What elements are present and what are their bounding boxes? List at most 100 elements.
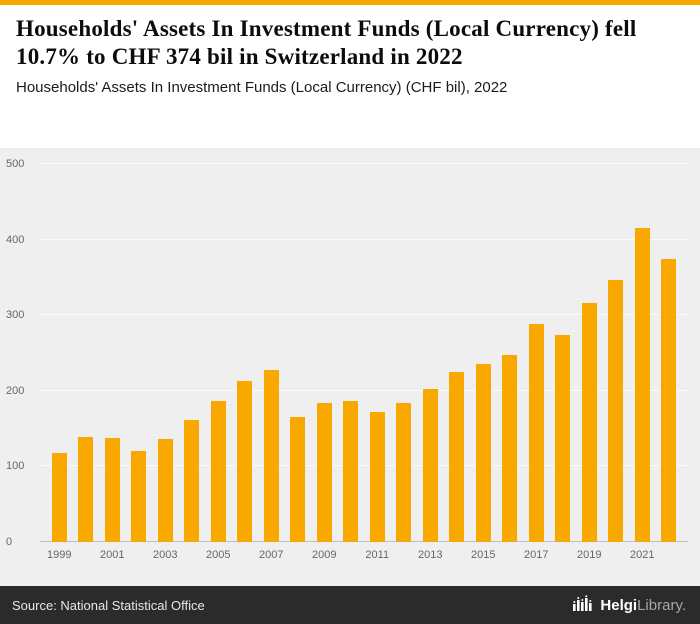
x-tick-label-2006 — [232, 549, 259, 561]
x-axis: 1999 2001 2003 2005 2007 2009 2011 2013 2015 2017… — [40, 549, 688, 561]
bar-rect-2009 — [316, 402, 332, 542]
bar-rect-2013 — [422, 389, 438, 542]
bar-rect-2016 — [502, 354, 518, 542]
bar-rect-2022 — [661, 259, 677, 542]
bar-2009 — [311, 164, 338, 542]
x-tick-label-1999: 1999 — [47, 549, 72, 561]
y-tick-label-0: 0 — [6, 536, 13, 548]
bar-2008 — [285, 164, 312, 542]
bar-2004 — [179, 164, 206, 542]
bar-rect-2000 — [78, 436, 94, 542]
bar-2013 — [417, 164, 444, 542]
bar-2015 — [470, 164, 497, 542]
x-tick-label-2007: 2007 — [259, 549, 284, 561]
bar-rect-2003 — [157, 439, 173, 542]
x-tick-label-2004 — [179, 549, 206, 561]
bar-2019 — [576, 164, 603, 542]
bar-rect-2021 — [634, 227, 650, 542]
y-tick-label-300: 300 — [6, 309, 25, 322]
bar-2005 — [205, 164, 232, 542]
source-text: Source: National Statistical Office — [12, 597, 205, 613]
bar-rect-2005 — [210, 400, 226, 542]
bar-2010 — [338, 164, 365, 542]
accent-top-strip — [0, 0, 700, 5]
bar-2018 — [550, 164, 577, 542]
gridline-400 — [40, 238, 688, 240]
bar-2000 — [73, 164, 100, 542]
bar-rect-2010 — [343, 400, 359, 542]
logo-text: HelgiLibrary. — [600, 597, 686, 614]
bar-2003 — [152, 164, 179, 542]
x-tick-label-2019: 2019 — [577, 549, 602, 561]
gridline-100 — [40, 465, 688, 467]
bar-rect-2020 — [608, 279, 624, 542]
bar-1999 — [46, 164, 73, 542]
x-tick-label-2012 — [391, 549, 418, 561]
bar-2011 — [364, 164, 391, 542]
x-tick-label-2003: 2003 — [153, 549, 178, 561]
bar-2016 — [497, 164, 524, 542]
y-tick-label-400: 400 — [6, 233, 25, 246]
bar-rect-2007 — [263, 370, 279, 542]
bar-rect-2014 — [449, 371, 465, 542]
bar-2021 — [629, 164, 656, 542]
bar-2012 — [391, 164, 418, 542]
gridline-200 — [40, 389, 688, 391]
footer-bar: Source: National Statistical Office Helg… — [0, 586, 700, 624]
bar-2020 — [603, 164, 630, 542]
bar-rect-2004 — [184, 419, 200, 542]
bar-rect-2019 — [581, 303, 597, 542]
page-title: Households' Assets In Investment Funds (… — [16, 16, 637, 70]
x-tick-label-2013: 2013 — [418, 549, 443, 561]
page-subtitle: Households' Assets In Investment Funds (… — [16, 79, 508, 97]
x-tick-label-2009: 2009 — [312, 549, 337, 561]
gridline-500 — [40, 163, 688, 164]
bar-rect-2018 — [555, 334, 571, 542]
bar-2006 — [232, 164, 259, 542]
x-tick-label-2021: 2021 — [630, 549, 655, 561]
chart-header: Households' Assets In Investment Funds (… — [0, 5, 700, 148]
bar-rect-2006 — [237, 380, 253, 542]
helgi-logo-icon — [572, 595, 594, 615]
logo-text-primary: Helgi — [600, 596, 638, 614]
x-tick-label-2017: 2017 — [524, 549, 549, 561]
chart-area: 0 100 200 300 400 500 1999 2001 2003 2005 2007 200… — [0, 148, 700, 586]
x-tick-label-2011: 2011 — [365, 549, 390, 561]
x-tick-label-2015: 2015 — [471, 549, 496, 561]
x-tick-label-2016 — [497, 549, 524, 561]
logo-text-secondary: Library. — [637, 596, 686, 614]
bar-2014 — [444, 164, 471, 542]
bar-rect-2012 — [396, 402, 412, 542]
bar-2002 — [126, 164, 153, 542]
bar-2022 — [656, 164, 683, 542]
x-tick-label-2018 — [550, 549, 577, 561]
x-tick-label-2005: 2005 — [206, 549, 231, 561]
y-tick-label-200: 200 — [6, 384, 25, 397]
x-tick-label-2001: 2001 — [100, 549, 125, 561]
bar-rect-2011 — [369, 411, 385, 542]
bar-rect-2001 — [104, 437, 120, 542]
bar-2001 — [99, 164, 126, 542]
bar-rect-2008 — [290, 416, 306, 542]
x-tick-label-2022 — [656, 549, 683, 561]
x-tick-label-2014 — [444, 549, 471, 561]
bar-rect-2002 — [131, 450, 147, 542]
bar-2017 — [523, 164, 550, 542]
plot-wrap: 0 100 200 300 400 500 — [6, 158, 688, 548]
gridlines: 0 100 200 300 400 500 — [6, 158, 688, 548]
x-tick-label-2008 — [285, 549, 312, 561]
y-tick-label-500: 500 — [6, 158, 25, 170]
bar-rect-2017 — [528, 324, 544, 542]
bar-rect-2015 — [475, 364, 491, 542]
x-tick-label-2020 — [603, 549, 630, 561]
bar-2007 — [258, 164, 285, 542]
x-tick-label-2002 — [126, 549, 153, 561]
gridline-300 — [40, 314, 688, 316]
x-tick-label-2010 — [338, 549, 365, 561]
gridline-0 — [40, 541, 688, 542]
bar-rect-1999 — [51, 452, 67, 542]
x-tick-label-2000 — [73, 549, 100, 561]
plot-area — [40, 164, 688, 542]
y-tick-label-100: 100 — [6, 460, 25, 473]
helgi-logo: HelgiLibrary. — [572, 595, 686, 615]
